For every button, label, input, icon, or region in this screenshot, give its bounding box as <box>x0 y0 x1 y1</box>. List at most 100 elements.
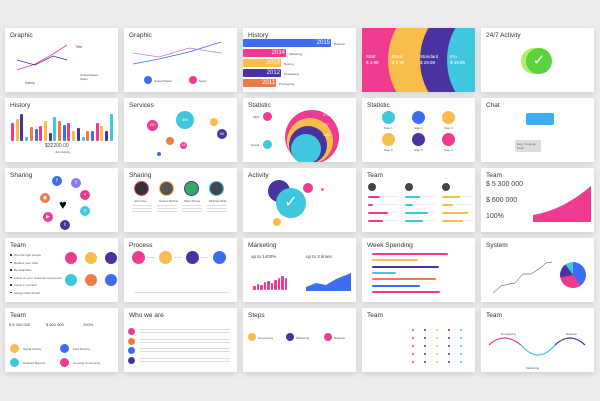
slide-thumbnail[interactable]: Sharing f t + v t ▶ ◉ ♥ <box>5 168 118 232</box>
status-dot <box>412 329 414 331</box>
step-label: Marketing <box>296 336 310 340</box>
plan-price: $ 49.99 <box>450 60 466 65</box>
bar <box>277 278 280 290</box>
slide-title: History <box>10 102 31 109</box>
slide-thumbnail[interactable]: System <box>481 238 594 302</box>
bar <box>29 127 33 141</box>
connector <box>147 257 155 258</box>
status-dot <box>460 345 462 347</box>
status-dot <box>460 329 462 331</box>
stage-label: Release <box>334 42 346 46</box>
slide-thumbnail[interactable]: Activity ✓ <box>243 168 356 232</box>
team-icon <box>65 274 77 286</box>
feature-icon <box>60 358 69 367</box>
slide-thumbnail[interactable]: Team Developing Marketing Release <box>481 308 594 372</box>
history-bar <box>243 69 281 77</box>
social-icon[interactable]: + <box>80 190 90 200</box>
status-dot <box>460 337 462 339</box>
slide-thumbnail[interactable]: Statistic371277145SEOSocialDeveloping <box>243 98 356 162</box>
text-line <box>140 360 230 362</box>
bar <box>405 212 428 214</box>
bar <box>372 290 440 293</box>
bar <box>20 114 24 141</box>
avatar <box>159 181 174 196</box>
circle-icon <box>210 118 218 126</box>
step-icon <box>324 333 332 341</box>
bar <box>372 278 436 281</box>
slide-thumbnail[interactable]: 24/7 Activity ✓ <box>481 28 594 92</box>
slide-thumbnail[interactable]: History $32200.00 July Activity <box>5 98 118 162</box>
bullet-icon <box>10 284 12 286</box>
feature-icon <box>60 344 69 353</box>
slide-thumbnail[interactable]: History 2015 Release 2014 Marketing 2013 Testi… <box>243 28 356 92</box>
step-label: Step 2 <box>414 126 423 130</box>
slide-thumbnail[interactable]: Team <box>362 168 475 232</box>
social-icon[interactable]: f <box>52 176 62 186</box>
slide-thumbnail[interactable]: Statistic Step 1 Step 2 Step 3 Step 6 Step 5 S… <box>362 98 475 162</box>
slide-title: Team <box>486 312 502 319</box>
slide-thumbnail[interactable]: Process <box>124 238 237 302</box>
text-line <box>140 348 230 349</box>
slide-title: Team <box>10 312 26 319</box>
year-label: 2012 <box>266 70 280 76</box>
text-line <box>140 332 230 333</box>
slide-thumbnail[interactable]: Start $ 4.99 Basic $ 9.99 Standard $ 29.99 Pro… <box>362 28 475 92</box>
stage-label: Prototyping <box>279 82 295 86</box>
list-item: Always think ahead <box>14 290 40 295</box>
slide-title: Who we are <box>129 312 164 319</box>
amount: $32200.00 <box>45 143 69 149</box>
history-bar <box>243 59 281 67</box>
step-icon <box>286 333 294 341</box>
slide-thumbnail[interactable]: Week Spending <box>362 238 475 302</box>
status-dot <box>436 337 438 339</box>
bar <box>442 212 468 214</box>
slide-thumbnail[interactable]: Team $ 5 300 000 $ 600 000 100% Social Activ… <box>5 308 118 372</box>
area-chart <box>533 186 591 222</box>
social-icon[interactable]: t <box>60 220 70 230</box>
skill-track <box>405 196 435 197</box>
social-icon[interactable]: ◉ <box>40 193 50 203</box>
label: Spain <box>80 77 88 81</box>
team-icon <box>105 252 117 264</box>
slide-thumbnail[interactable]: Services 220 365 90 18 <box>124 98 237 162</box>
step-label: Step 5 <box>414 148 423 152</box>
slide-thumbnail[interactable]: Team <box>362 308 475 372</box>
slide-thumbnail[interactable]: Steps Developing Marketing Release <box>243 308 356 372</box>
check-icon: ✓ <box>276 188 306 218</box>
heart-icon: ♥ <box>59 197 67 212</box>
slide-thumbnail[interactable]: Who we are <box>124 308 237 372</box>
slide-title: Graphic <box>10 32 33 39</box>
bar <box>256 284 259 290</box>
step-label: Step 6 <box>384 148 393 152</box>
line-chart <box>132 41 222 65</box>
status-dot <box>424 361 426 363</box>
history-bar <box>243 49 286 57</box>
slide-thumbnail[interactable]: Sharing John Doe Hanna Mitchel Mark Shnee Mi… <box>124 168 237 232</box>
chat-bubble-incoming <box>526 113 554 125</box>
circle-icon <box>303 183 313 193</box>
status-dot <box>436 345 438 347</box>
slide-thumbnail[interactable]: Team Hire the right people Reduce your ris… <box>5 238 118 302</box>
slide-thumbnail[interactable]: Marketing up to 1400% up to 3 times <box>243 238 356 302</box>
social-icon[interactable]: t <box>71 178 81 188</box>
bar <box>442 204 453 206</box>
status-dot <box>460 361 462 363</box>
slide-thumbnail[interactable]: Graphic Title United States Spain Safety <box>5 28 118 92</box>
info-icon <box>128 347 135 354</box>
slide-thumbnail[interactable]: Team $ 5 300 000 $ 600 000 100% <box>481 168 594 232</box>
status-dot <box>436 353 438 355</box>
slide-thumbnail[interactable]: Graphic United States Spain <box>124 28 237 92</box>
team-icon <box>105 274 117 286</box>
slide-title: Chat <box>486 102 500 109</box>
slide-thumbnail[interactable]: Chat Hey, I'm great. Cool! <box>481 98 594 162</box>
stat-value: $ 5 300 000 <box>9 322 31 327</box>
year-label: 2014 <box>271 50 285 56</box>
social-icon[interactable]: v <box>80 206 90 216</box>
circle-icon <box>273 218 281 226</box>
process-icon <box>186 251 199 264</box>
connector <box>174 257 182 258</box>
social-icon[interactable]: ▶ <box>43 212 53 222</box>
stat-ring <box>291 134 321 162</box>
status-dot <box>448 329 450 331</box>
slide-title: Marketing <box>248 242 277 249</box>
